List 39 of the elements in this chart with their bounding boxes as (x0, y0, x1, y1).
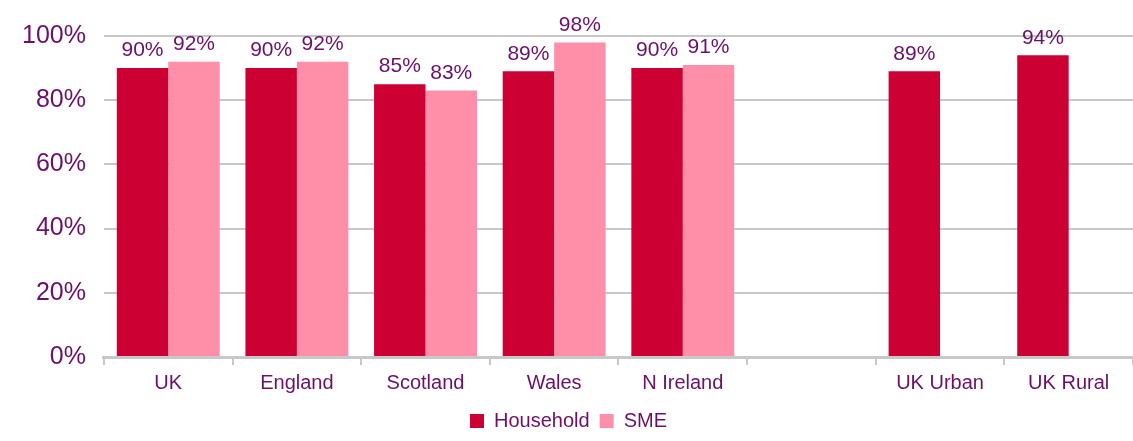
bar (425, 90, 477, 356)
y-tick-label: 100% (21, 19, 86, 48)
y-tick-label: 20% (35, 276, 86, 305)
y-tick-label: 0% (49, 340, 86, 369)
bar (502, 71, 555, 356)
data-label: 85% (378, 53, 421, 77)
bar (168, 61, 220, 356)
x-tick-label: UK Rural (1028, 370, 1110, 393)
data-label: 89% (507, 40, 550, 64)
bar (374, 84, 426, 356)
data-label: 98% (558, 11, 601, 35)
bar (888, 71, 941, 356)
data-label: 94% (1021, 24, 1064, 48)
legend-label: Household (494, 408, 590, 431)
data-label: 89% (893, 40, 936, 64)
bar (554, 42, 606, 356)
x-tick-label: Wales (526, 370, 582, 393)
data-label: 83% (430, 59, 473, 83)
data-label: 90% (636, 37, 679, 61)
data-label: 92% (301, 30, 344, 54)
bar (116, 68, 169, 356)
x-tick-label: Scotland (386, 370, 465, 393)
data-label: 92% (172, 30, 215, 54)
bar (245, 68, 297, 356)
x-tick-label: UK Urban (896, 370, 984, 393)
x-tick-label: UK (154, 370, 183, 393)
data-label: 90% (121, 37, 164, 61)
data-label: 90% (250, 37, 293, 61)
x-tick-label: England (260, 370, 334, 393)
y-tick-label: 40% (35, 212, 86, 241)
bar (631, 68, 683, 356)
bar (682, 64, 735, 356)
y-tick-label: 60% (35, 148, 86, 177)
bar (1017, 55, 1069, 356)
legend-label: SME (623, 408, 667, 431)
bar (296, 61, 349, 356)
data-label: 91% (687, 34, 730, 58)
x-tick-label: N Ireland (642, 370, 724, 393)
y-tick-label: 80% (35, 84, 86, 113)
